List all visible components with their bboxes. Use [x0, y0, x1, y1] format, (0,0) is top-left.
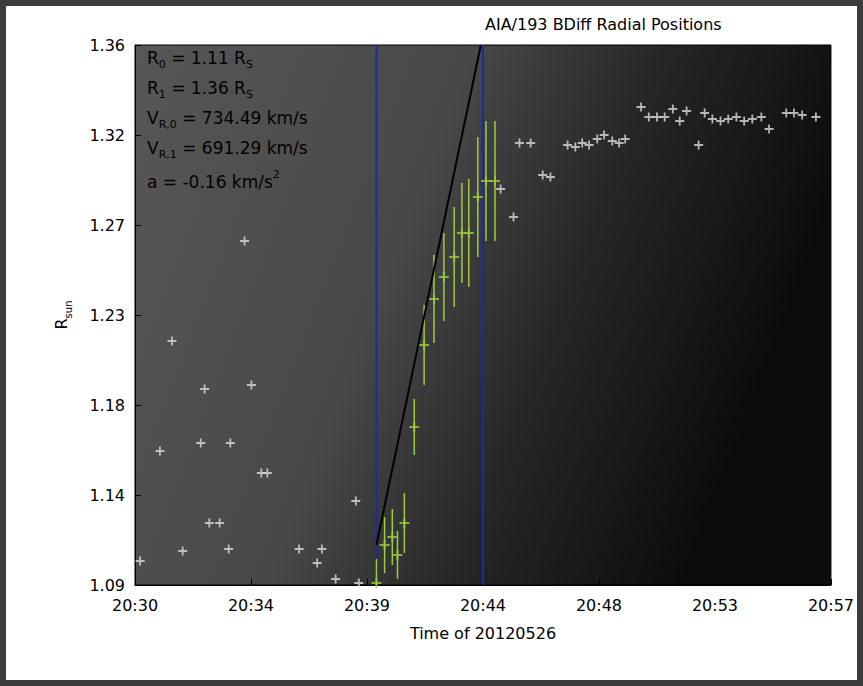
- svg-text:20:30: 20:30: [112, 596, 158, 615]
- svg-text:V: V: [147, 138, 159, 158]
- svg-text:20:57: 20:57: [808, 596, 854, 615]
- svg-text:R: R: [147, 48, 159, 68]
- svg-text:20:53: 20:53: [692, 596, 738, 615]
- svg-text:sun: sun: [63, 300, 74, 318]
- svg-text:1.27: 1.27: [89, 216, 125, 235]
- svg-text:R,0: R,0: [159, 118, 177, 131]
- svg-text:= 734.49 km/s: = 734.49 km/s: [177, 108, 308, 128]
- svg-text:V: V: [147, 108, 159, 128]
- svg-text:1.23: 1.23: [89, 306, 125, 325]
- svg-text:20:48: 20:48: [576, 596, 622, 615]
- svg-text:R,1: R,1: [159, 148, 177, 161]
- svg-text:Time of 20120526: Time of 20120526: [409, 624, 556, 643]
- svg-text:= 1.36 R: = 1.36 R: [166, 78, 246, 98]
- svg-text:1.32: 1.32: [89, 126, 125, 145]
- svg-text:= 691.29 km/s: = 691.29 km/s: [177, 138, 308, 158]
- svg-text:1.18: 1.18: [89, 396, 125, 415]
- svg-text:20:44: 20:44: [460, 596, 506, 615]
- svg-text:1.09: 1.09: [89, 576, 125, 595]
- svg-text:1.14: 1.14: [89, 486, 125, 505]
- svg-text:2: 2: [273, 168, 280, 181]
- svg-text:20:39: 20:39: [344, 596, 390, 615]
- svg-text:= 1.11 R: = 1.11 R: [166, 48, 246, 68]
- svg-text:S: S: [246, 58, 253, 71]
- svg-text:R: R: [147, 78, 159, 98]
- svg-text:R: R: [52, 318, 71, 329]
- svg-text:0: 0: [159, 58, 166, 71]
- svg-text:S: S: [246, 88, 253, 101]
- svg-text:20:34: 20:34: [228, 596, 274, 615]
- svg-text:1: 1: [159, 88, 166, 101]
- svg-text:a = -0.16 km/s: a = -0.16 km/s: [147, 172, 273, 192]
- svg-text:1.36: 1.36: [89, 36, 125, 55]
- svg-text:AIA/193 BDiff Radial Positions: AIA/193 BDiff Radial Positions: [485, 15, 722, 34]
